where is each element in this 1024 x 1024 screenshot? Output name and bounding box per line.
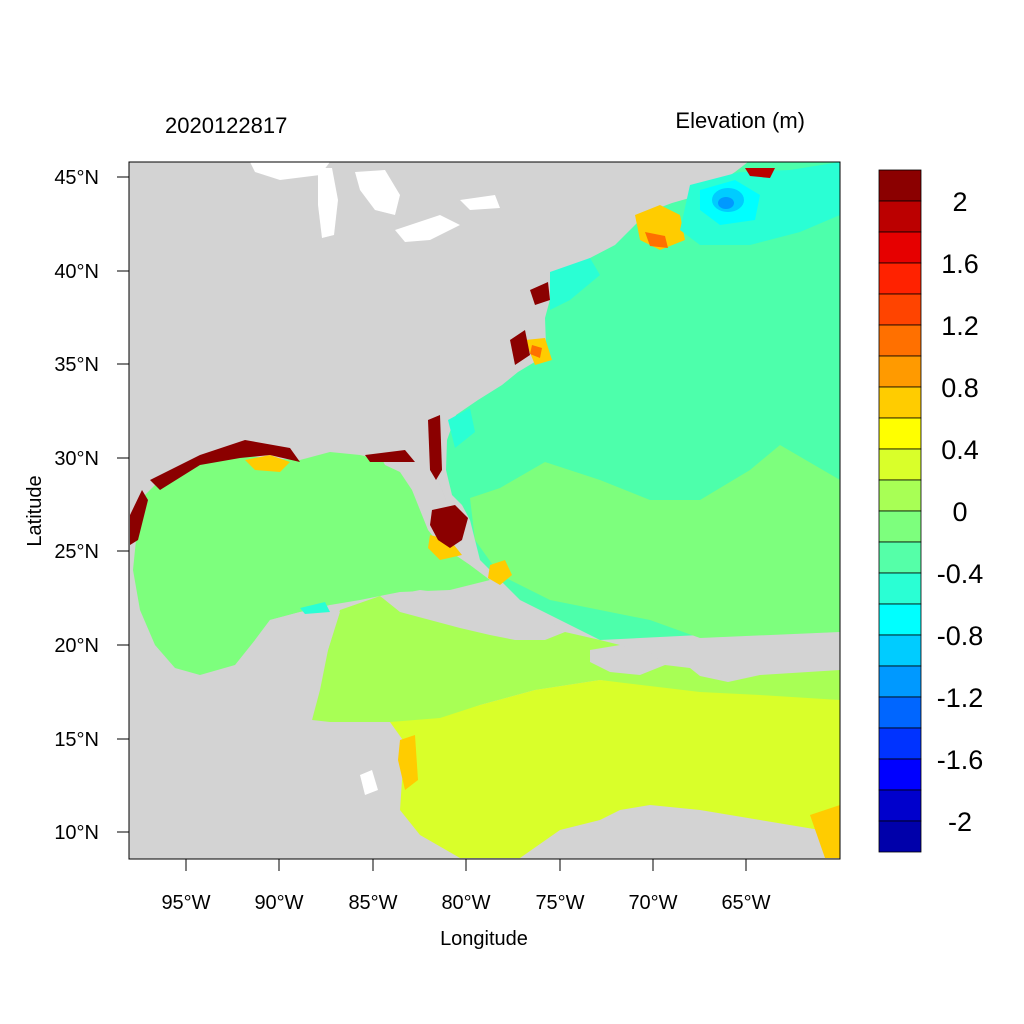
lat-tick-label: 10°N bbox=[54, 822, 99, 844]
south-florida-surge bbox=[430, 505, 468, 548]
y-axis-title: Latitude bbox=[24, 475, 46, 546]
colorbar-label: -1.2 bbox=[937, 683, 984, 713]
colorbar-labels: 2 1.6 1.2 0.8 0.4 0 -0.4 -0.8 -1.2 -1.6 … bbox=[937, 187, 984, 837]
lat-tick-label: 30°N bbox=[54, 448, 99, 470]
mid-atlantic-low bbox=[550, 258, 600, 310]
colorbar-swatch bbox=[878, 789, 922, 822]
caribbean-south bbox=[390, 680, 840, 858]
caribbean-north bbox=[312, 596, 840, 722]
lon-tick-label: 65°W bbox=[721, 892, 770, 914]
outer-banks-high bbox=[530, 345, 542, 358]
cape-cod-high bbox=[645, 232, 668, 248]
colorbar-title: Elevation (m) bbox=[675, 108, 805, 133]
colorbar-swatch bbox=[878, 355, 922, 388]
bay-of-fundy-core bbox=[718, 197, 734, 209]
colorbar-label: 2 bbox=[952, 187, 967, 217]
colorbar-swatch bbox=[878, 603, 922, 636]
colorbar bbox=[878, 169, 922, 853]
longitude-axis: 95°W 90°W 85°W 80°W 75°W 70°W 65°W bbox=[161, 859, 771, 914]
lon-tick-label: 95°W bbox=[161, 892, 210, 914]
colorbar-swatch bbox=[878, 820, 922, 853]
louisiana-surge bbox=[150, 440, 300, 490]
gulf-of-mexico bbox=[133, 452, 490, 675]
colorbar-swatch bbox=[878, 448, 922, 481]
lat-tick-label: 15°N bbox=[54, 729, 99, 751]
colorbar-swatch bbox=[878, 665, 922, 698]
lake-ontario bbox=[460, 195, 500, 210]
lat-tick-label: 40°N bbox=[54, 261, 99, 283]
lon-tick-label: 90°W bbox=[254, 892, 303, 914]
colorbar-swatch bbox=[878, 541, 922, 574]
colorbar-swatch bbox=[878, 510, 922, 543]
colorbar-swatch bbox=[878, 727, 922, 760]
colorbar-label: 1.2 bbox=[941, 311, 979, 341]
colorbar-swatch bbox=[878, 479, 922, 512]
colorbar-label: -0.8 bbox=[937, 621, 984, 651]
bahamas-surge bbox=[488, 560, 512, 585]
colorbar-label: 0.4 bbox=[941, 435, 979, 465]
colorbar-label: -2 bbox=[948, 807, 972, 837]
colorbar-swatch bbox=[878, 200, 922, 233]
lake-erie bbox=[395, 215, 460, 242]
texas-coast-surge bbox=[130, 490, 148, 545]
x-axis-title: Longitude bbox=[440, 928, 528, 950]
colorbar-swatch bbox=[878, 169, 922, 202]
yucatan-land bbox=[255, 610, 340, 720]
colorbar-swatch bbox=[878, 634, 922, 667]
lake-nicaragua bbox=[360, 770, 378, 795]
colorbar-swatch bbox=[878, 386, 922, 419]
lake-michigan bbox=[318, 168, 338, 238]
lon-tick-label: 70°W bbox=[628, 892, 677, 914]
colorbar-swatch bbox=[878, 293, 922, 326]
latitude-axis: 45°N 40°N 35°N 30°N 25°N 20°N 15°N 10°N bbox=[54, 167, 129, 844]
lon-tick-label: 80°W bbox=[441, 892, 490, 914]
yucatan-channel-low bbox=[300, 602, 330, 614]
colorbar-label: -0.4 bbox=[937, 559, 984, 589]
map-frame bbox=[128, 161, 841, 860]
east-coast-surge-1 bbox=[428, 415, 442, 480]
map-panel bbox=[129, 162, 840, 859]
lat-tick-label: 25°N bbox=[54, 541, 99, 563]
lake-superior bbox=[250, 162, 330, 180]
lon-tick-label: 75°W bbox=[535, 892, 584, 914]
lat-tick-label: 35°N bbox=[54, 354, 99, 376]
gulf-coast-surge bbox=[245, 455, 290, 472]
florida-panhandle-surge bbox=[365, 450, 415, 462]
lake-huron bbox=[355, 170, 400, 215]
colorbar-label: 0.8 bbox=[941, 373, 979, 403]
colorbar-swatch bbox=[878, 758, 922, 791]
colorbar-label: 0 bbox=[952, 497, 967, 527]
lon-tick-label: 85°W bbox=[348, 892, 397, 914]
colorbar-swatch bbox=[878, 231, 922, 264]
colorbar-swatch bbox=[878, 417, 922, 450]
atlantic-south-band bbox=[470, 445, 840, 638]
florida-keys-surge bbox=[428, 535, 462, 560]
east-coast-surge-2 bbox=[510, 330, 530, 365]
yucatan-surge bbox=[398, 735, 418, 790]
colorbar-swatch bbox=[878, 262, 922, 295]
cuba-land bbox=[380, 590, 560, 640]
venezuela-surge bbox=[810, 805, 840, 858]
colorbar-swatch bbox=[878, 696, 922, 729]
lat-tick-label: 20°N bbox=[54, 635, 99, 657]
map-date-title: 2020122817 bbox=[165, 113, 287, 138]
colorbar-label: 1.6 bbox=[941, 249, 979, 279]
lat-tick-label: 45°N bbox=[54, 167, 99, 189]
hispaniola-land bbox=[590, 645, 665, 675]
east-coast-surge-3 bbox=[530, 282, 550, 305]
nova-scotia-surge bbox=[745, 168, 775, 178]
georgia-coast-low bbox=[448, 408, 475, 448]
colorbar-label: -1.6 bbox=[937, 745, 984, 775]
colorbar-swatch bbox=[878, 572, 922, 605]
colorbar-swatch bbox=[878, 324, 922, 357]
